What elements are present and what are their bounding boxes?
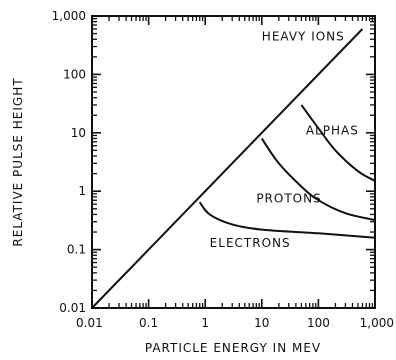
ticks	[91, 16, 375, 309]
y-tick-labels: 0.01 0.1 1 10 100 1,000	[52, 9, 86, 315]
x-tick-label: 100	[307, 316, 330, 330]
y-tick-label: 1,000	[52, 9, 86, 23]
y-tick-label: 0.1	[67, 243, 86, 257]
series-line-electrons	[198, 201, 376, 239]
x-tick-label: 0.1	[139, 316, 158, 330]
series	[91, 28, 376, 309]
curve-label: ALPHAS	[306, 123, 359, 137]
curve-label: HEAVY IONS	[262, 29, 345, 43]
y-tick-label: 100	[63, 67, 86, 81]
y-axis-label: RELATIVE PULSE HEIGHT	[11, 77, 25, 246]
x-tick-label: 1	[201, 316, 209, 330]
y-tick-label: 10	[71, 126, 86, 140]
series-line-heavy-ions	[91, 28, 364, 309]
curve-label: ELECTRONS	[210, 236, 291, 250]
y-tick-label: 1	[78, 184, 86, 198]
series-line-alphas	[300, 104, 376, 182]
y-tick-label: 0.01	[59, 301, 86, 315]
x-tick-labels: 0.01 0.1 1 10 100 1,000	[76, 316, 394, 330]
series-line-protons	[260, 137, 376, 222]
curve-label: PROTONS	[256, 191, 321, 205]
x-axis-label: PARTICLE ENERGY IN MEV	[145, 341, 321, 355]
x-tick-label: 0.01	[76, 316, 103, 330]
plot-frame	[91, 15, 376, 309]
x-tick-label: 10	[254, 316, 269, 330]
x-tick-label: 1,000	[360, 316, 394, 330]
curve-labels: HEAVY IONS ALPHAS PROTONS ELECTRONS	[210, 29, 359, 250]
